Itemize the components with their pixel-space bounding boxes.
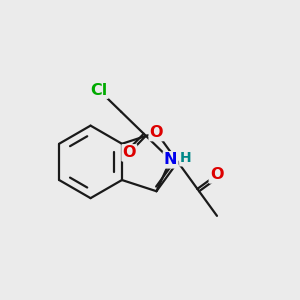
Text: H: H [180,151,192,165]
Text: O: O [150,125,163,140]
Text: O: O [210,167,224,182]
Text: Cl: Cl [90,83,108,98]
Text: O: O [123,145,136,160]
Text: N: N [164,152,177,167]
